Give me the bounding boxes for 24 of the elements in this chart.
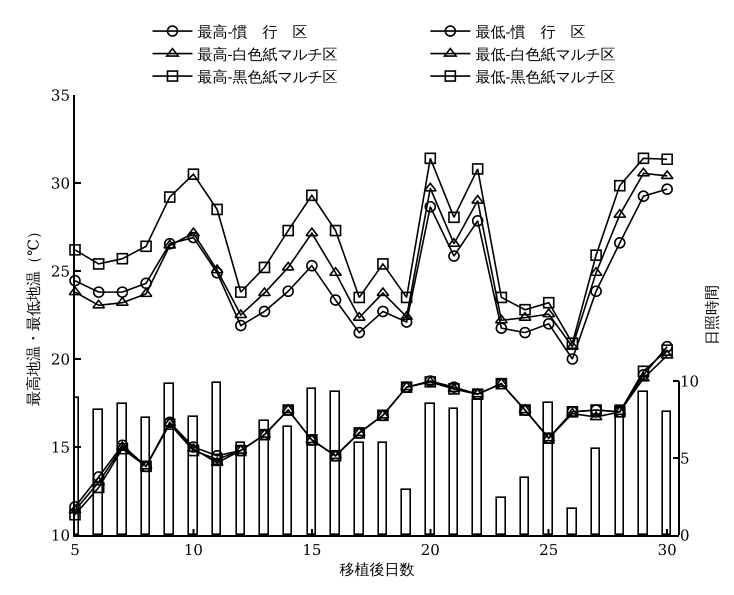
legend-label: 最高-慣 行 区 (197, 22, 308, 41)
y-tick-label: 30 (50, 174, 70, 192)
y-axis-title: 最高地温・最低地温（℃） (24, 224, 43, 406)
x-tick-label: 15 (302, 541, 322, 559)
x-tick-label: 20 (420, 541, 440, 559)
y-tick-label: 20 (50, 350, 70, 368)
y2-tick-label: 10 (680, 372, 700, 390)
x-tick-label: 10 (184, 541, 203, 559)
y-tick-label: 15 (50, 438, 70, 456)
y-tick-label: 25 (50, 262, 70, 280)
x-tick-label: 5 (70, 541, 80, 559)
legend-label: 最高-黒色紙マルチ区 (197, 68, 338, 86)
x-tick-label: 25 (539, 541, 558, 559)
legend-label: 最低-黒色紙マルチ区 (475, 68, 616, 86)
y2-axis-title: 日照時間 (703, 285, 722, 345)
x-tick-label: 30 (658, 541, 677, 559)
y2-tick-label: 0 (680, 526, 690, 544)
y-tick-label: 10 (50, 526, 70, 544)
y2-tick-label: 5 (680, 449, 690, 468)
x-axis-title: 移植後日数 (340, 560, 414, 578)
legend-label: 最低-慣 行 区 (475, 22, 586, 41)
legend-label: 最低-白色紙マルチ区 (475, 45, 616, 64)
legend-label: 最高-白色紙マルチ区 (197, 45, 338, 64)
y-tick-label: 35 (50, 86, 70, 104)
